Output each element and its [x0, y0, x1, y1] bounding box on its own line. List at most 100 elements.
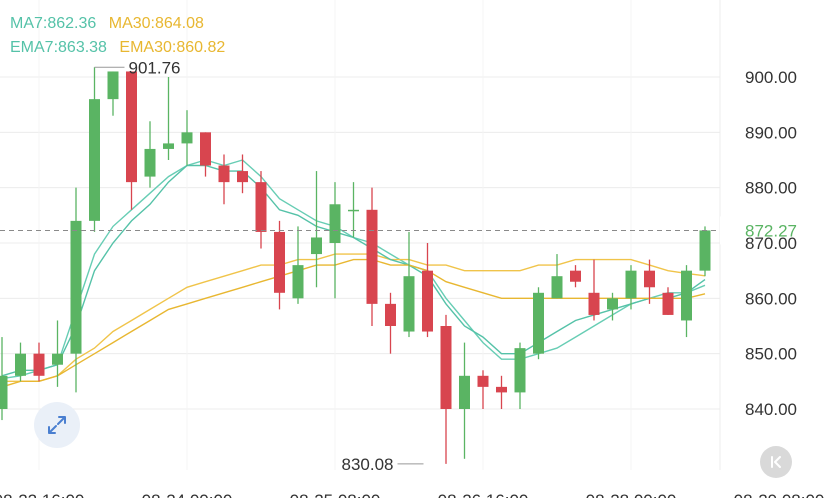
series-line-ema7	[1, 164, 706, 377]
candle-body	[607, 298, 618, 310]
candle-up	[89, 67, 100, 232]
candle-body	[200, 132, 211, 166]
candle-body	[255, 182, 267, 232]
candle-down	[385, 292, 396, 354]
candle-down	[274, 220, 285, 310]
y-tick-label: 880.00	[745, 179, 797, 198]
current-price-label: 872.27	[745, 221, 797, 240]
y-tick-label: 860.00	[745, 289, 797, 308]
scroll-to-latest-button[interactable]	[760, 446, 792, 478]
candle-body	[625, 270, 637, 299]
candle-down	[218, 154, 230, 205]
max-price-label: 901.76	[129, 58, 181, 77]
candles	[0, 67, 711, 464]
candle-body	[181, 132, 193, 144]
grid-lines	[0, 0, 721, 470]
candle-up	[292, 226, 304, 304]
candle-up	[403, 231, 415, 338]
candle-body	[662, 292, 674, 315]
candle-up	[514, 342, 526, 409]
candle-up	[311, 171, 322, 288]
candle-body	[385, 303, 396, 326]
candle-up	[163, 77, 174, 160]
candle-up	[181, 110, 193, 166]
candle-body	[570, 270, 581, 282]
candle-down	[644, 259, 655, 304]
candle-body	[366, 209, 378, 304]
candle-body	[551, 276, 563, 299]
candle-down	[422, 243, 433, 338]
legend-ema30: EMA30:860.82	[119, 39, 226, 56]
candle-body	[440, 326, 452, 409]
candle-body	[292, 265, 304, 299]
x-tick-label: 08-26 16:00	[438, 491, 529, 498]
x-tick-label: 08-28 00:00	[586, 491, 677, 498]
min-price-label: 830.08	[342, 455, 394, 474]
candle-down	[570, 265, 581, 288]
candle-body	[459, 375, 470, 409]
x-tick-label: 08-25 08:00	[290, 491, 381, 498]
legend-ma30: MA30:864.08	[108, 15, 204, 32]
series-line-ema30	[1, 258, 706, 388]
candle-down	[126, 71, 137, 210]
candle-down	[366, 187, 378, 326]
current-price-box	[720, 216, 830, 245]
candle-up	[144, 121, 156, 188]
x-tick-label: 08-29 08:00	[734, 491, 825, 498]
moving-average-lines	[1, 159, 706, 388]
candle-body	[514, 348, 526, 393]
candle-body	[496, 386, 507, 393]
scroll-to-latest-icon	[771, 456, 781, 468]
candle-body	[403, 276, 415, 332]
candle-body	[70, 220, 82, 354]
candle-up	[699, 226, 711, 277]
candle-body	[588, 292, 600, 315]
candle-body	[107, 71, 119, 100]
candle-body	[422, 270, 433, 332]
axis-labels: 900.00 890.00 880.00 870.00 860.00 850.00 840.…	[0, 68, 824, 498]
candle-up	[52, 320, 63, 387]
candle-body	[477, 375, 489, 387]
candle-body	[533, 292, 544, 354]
candle-body	[237, 171, 248, 183]
y-tick-label: 890.00	[745, 123, 797, 142]
y-tick-label: 870.00	[745, 234, 797, 253]
candle-body	[144, 148, 156, 177]
candle-body	[329, 204, 341, 243]
candle-up	[329, 182, 341, 299]
y-tick-label: 840.00	[745, 400, 797, 419]
candle-body	[218, 165, 230, 183]
candle-down	[440, 314, 452, 464]
candle-up	[607, 292, 618, 321]
expand-chart-button[interactable]	[34, 402, 80, 448]
candle-body	[644, 270, 655, 288]
candle-body	[15, 353, 26, 376]
candle-up	[15, 342, 26, 382]
candle-down	[200, 132, 211, 177]
candle-up	[533, 287, 544, 360]
y-tick-label: 850.00	[745, 345, 797, 364]
candle-down	[255, 171, 267, 249]
candle-body	[348, 209, 359, 212]
candle-body	[126, 71, 137, 183]
candle-up	[70, 187, 82, 393]
legend-ema-row: EMA7:863.38 EMA30:860.82	[10, 38, 233, 58]
legend-ema7: EMA7:863.38	[10, 39, 107, 56]
candle-up	[551, 254, 563, 299]
candle-body	[0, 375, 8, 409]
y-tick-label: 900.00	[745, 68, 797, 87]
candle-body	[52, 353, 63, 365]
legend-ma7: MA7:862.36	[10, 15, 97, 32]
candle-body	[163, 143, 174, 149]
candle-body	[311, 237, 322, 255]
candle-up	[459, 342, 470, 459]
candle-up	[0, 337, 8, 421]
candle-body	[699, 230, 711, 271]
series-line-ma30	[2, 253, 706, 382]
expand-arrows-icon	[48, 416, 66, 434]
candle-body	[681, 270, 692, 321]
candle-body	[89, 99, 100, 221]
candle-down	[662, 287, 674, 315]
candle-up	[107, 71, 119, 116]
